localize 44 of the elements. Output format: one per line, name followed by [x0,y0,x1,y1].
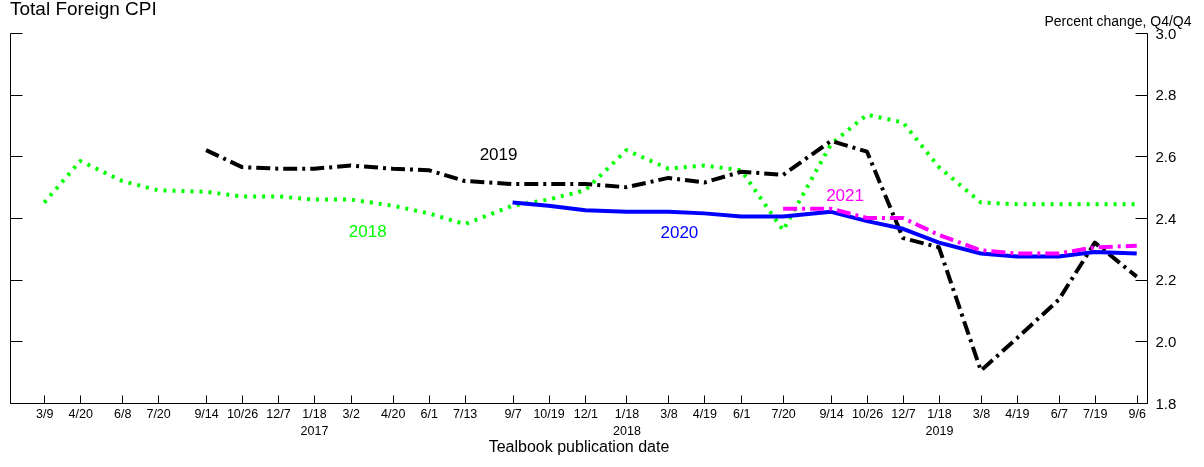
y-tick-label: 2.4 [1155,209,1177,227]
x-tick-label: 12/1 [573,406,599,421]
x-tick-label: 3/9 [36,406,54,421]
x-tick-label: 4/20 [68,406,93,421]
x-tick-label: 4/19 [1005,406,1030,421]
x-tick-label: 10/26 [226,406,259,421]
x-tick-label: 3/8 [972,406,991,421]
x-tick-label: 4/20 [381,406,406,421]
x-tick-label: 1/18 2019 [925,406,954,438]
x-tick-label: 9/6 [1128,406,1146,421]
chart-title: Total Foreign CPI [10,0,157,19]
x-tick-label: 10/26 [851,406,884,421]
x-tick-label: 7/20 [146,406,171,421]
x-tick-label: 7/20 [771,406,796,421]
x-tick-label: 6/7 [1050,406,1069,421]
x-tick-label: 1/18 2017 [300,406,329,438]
y-tick-label: 2.0 [1155,332,1177,350]
x-tick-label: 9/14 [819,406,844,421]
x-tick-label: 12/7 [266,406,291,421]
y-tick-label: 2.6 [1155,147,1177,165]
y-tick-label: 2.8 [1155,86,1177,104]
x-tick-label: 12/7 [891,406,916,421]
line-series [204,138,1139,373]
x-tick-label: 3/8 [660,406,678,421]
x-tick-label: 10/19 [533,406,565,421]
x-axis-title: Tealbook publication date [488,438,670,455]
x-tick-label: 4/19 [692,406,718,421]
x-tick-label: 6/1 [420,406,438,421]
y-tick-label: 1.8 [1155,394,1177,412]
x-tick-label: 3/2 [342,406,360,421]
x-tick-label: 7/13 [452,406,478,421]
x-tick-label: 7/19 [1083,406,1108,421]
x-tick-label: 6/1 [732,406,751,421]
x-tick-label: 6/8 [113,406,132,421]
x-tick-label: 1/18 2018 [613,406,641,438]
line-series [781,206,1139,256]
series-label: 2021 [826,185,864,205]
series-label: 2020 [660,222,699,242]
line-series [510,200,1139,259]
y-tick-label: 2.2 [1155,271,1177,289]
x-tick-label: 9/7 [504,406,522,421]
series-label: 2019 [479,145,518,165]
x-tick-label: 9/14 [194,406,219,421]
series-label: 2018 [348,221,387,241]
